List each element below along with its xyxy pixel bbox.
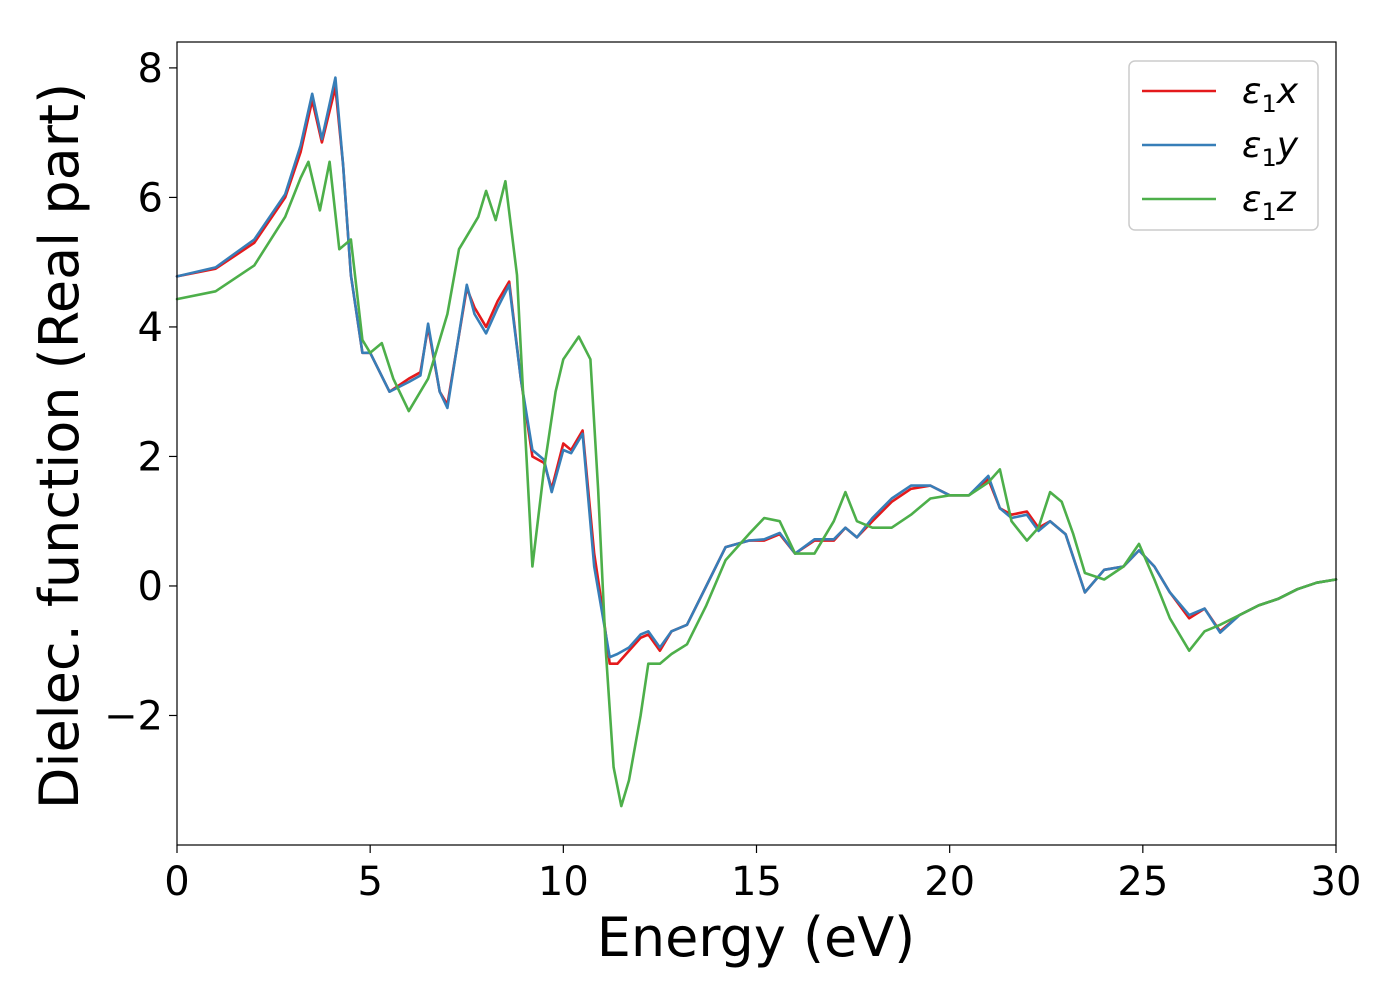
x-axis: 0 5 10 15 20 25 30 <box>164 845 1361 905</box>
y-tick-label: 4 <box>138 305 163 351</box>
x-tick-label: 25 <box>1117 859 1168 905</box>
legend-label-z: ε1z <box>1242 179 1297 226</box>
x-tick-label: 15 <box>731 859 782 905</box>
y-axis-title: Dielec. function (Real part) <box>28 83 91 809</box>
legend-label-y: ε1y <box>1242 125 1299 172</box>
legend: ε1x ε1y ε1z <box>1128 60 1319 231</box>
series-layer <box>175 76 1338 808</box>
y-tick-label: 8 <box>138 46 163 92</box>
x-tick-label: 10 <box>538 859 589 905</box>
series-line-y <box>175 76 1338 659</box>
legend-box <box>1128 60 1319 231</box>
x-tick-label: 30 <box>1311 859 1362 905</box>
y-tick-label: 2 <box>138 434 163 480</box>
x-tick-label: 0 <box>164 859 189 905</box>
y-tick-label: −2 <box>104 693 163 739</box>
legend-label-x: ε1x <box>1242 71 1299 118</box>
x-axis-title: Energy (eV) <box>597 906 916 969</box>
series-line-z <box>175 160 1338 808</box>
y-tick-label: 0 <box>138 564 163 610</box>
y-axis: −2 0 2 4 6 8 <box>104 46 177 739</box>
y-tick-label: 6 <box>138 175 163 221</box>
x-tick-label: 20 <box>924 859 975 905</box>
x-tick-label: 5 <box>357 859 382 905</box>
